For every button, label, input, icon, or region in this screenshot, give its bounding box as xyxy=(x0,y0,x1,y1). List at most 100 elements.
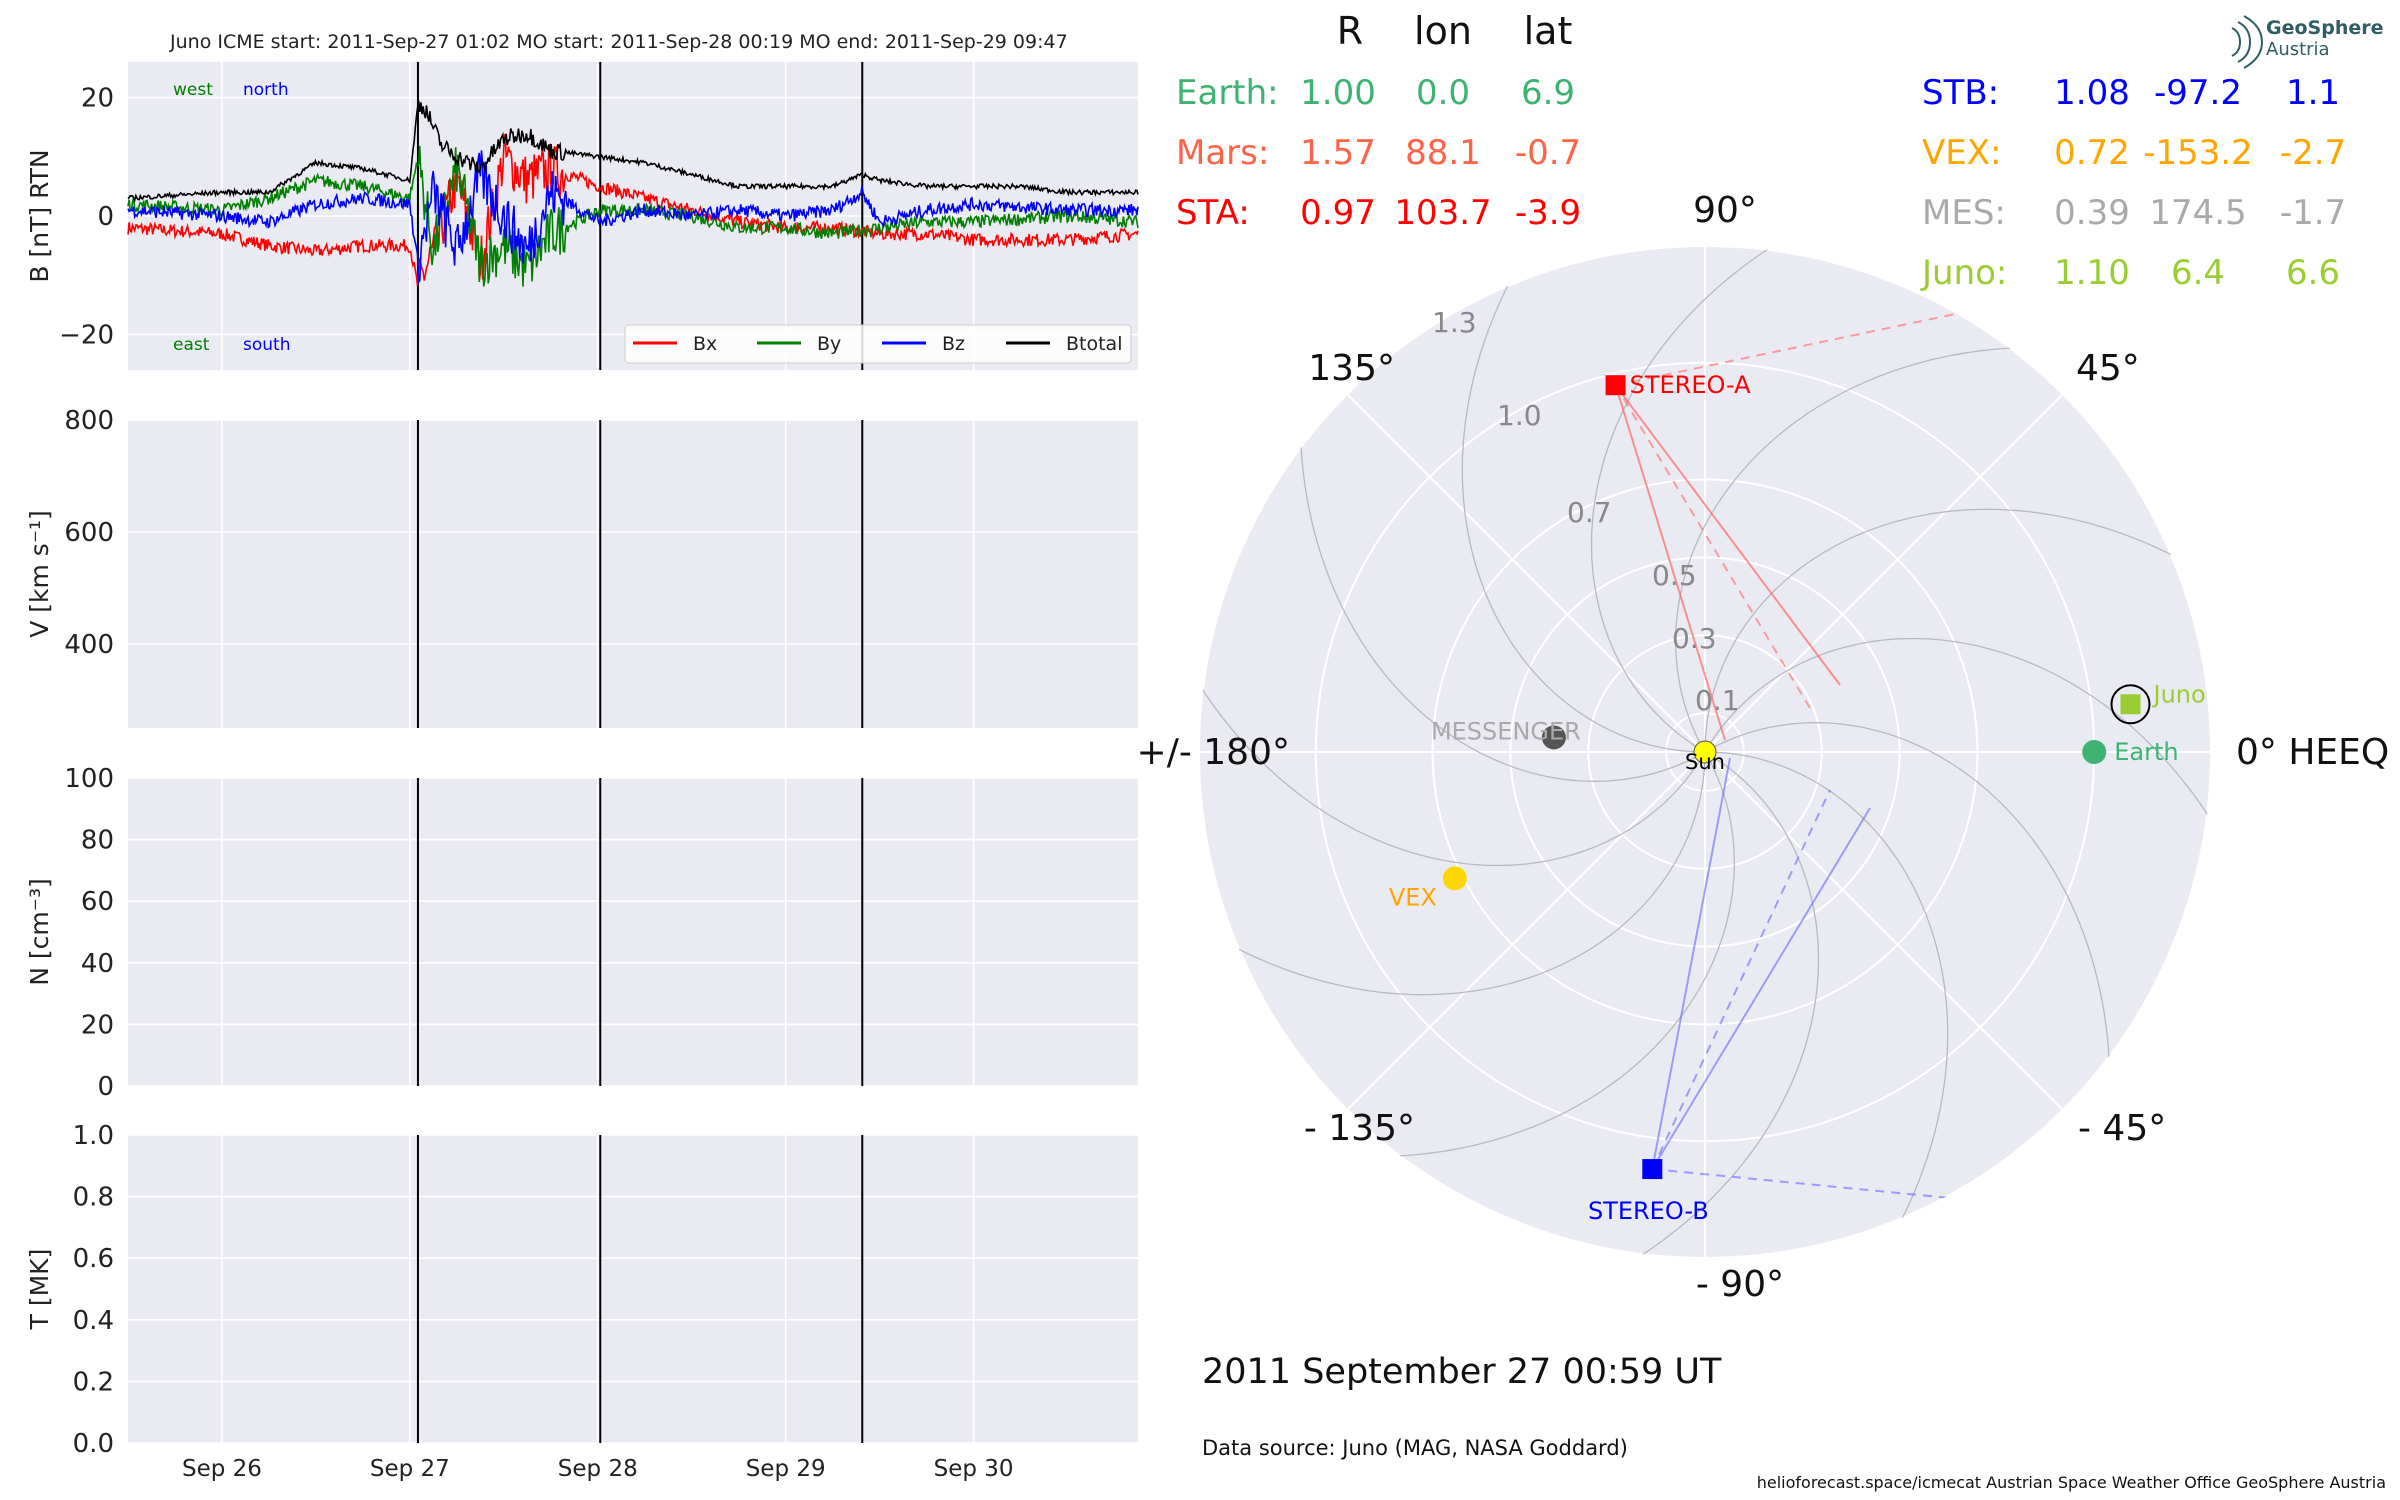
geosphere-logo: GeoSphere Austria xyxy=(2231,15,2384,69)
table-header-r: R xyxy=(1337,9,1363,53)
spiral-line xyxy=(1712,751,1949,1258)
angle-label: 135° xyxy=(1308,348,1395,389)
series-bz-line xyxy=(127,150,1139,285)
spiral-line xyxy=(1461,246,1698,753)
y-tick-label: 0.8 xyxy=(73,1183,114,1213)
label-stereo-b: STEREO-B xyxy=(1588,1197,1709,1225)
row-sta-r: 0.97 xyxy=(1300,193,1376,233)
radial-tick-label: 1.3 xyxy=(1432,306,1477,339)
angle-label: - 135° xyxy=(1304,1108,1415,1149)
row-earth-lon: 0.0 xyxy=(1416,73,1470,113)
label-vex: VEX xyxy=(1389,883,1437,911)
label-messenger: MESSENGER xyxy=(1431,717,1581,745)
x-tick-label: Sep 28 xyxy=(558,1456,638,1482)
legend-label-bx: Bx xyxy=(693,333,717,355)
row-mes-lat: -1.7 xyxy=(2280,193,2346,233)
angle-label: - 90° xyxy=(1696,1264,1784,1305)
row-vex-name: VEX: xyxy=(1922,133,2002,173)
logo-line2: Austria xyxy=(2266,39,2330,60)
x-tick-label: Sep 30 xyxy=(934,1456,1014,1482)
row-mars-r: 1.57 xyxy=(1300,133,1376,173)
label-sun: Sun xyxy=(1685,750,1725,774)
y-tick-label: 100 xyxy=(64,764,114,794)
y-tick-label: 60 xyxy=(81,887,114,917)
row-mars-lat: -0.7 xyxy=(1515,133,1581,173)
geosphere-logo-icon xyxy=(2231,15,2264,69)
annotation-south: south xyxy=(243,335,290,355)
y-tick-label: 0.4 xyxy=(73,1306,114,1336)
footer-credit: helioforecast.space/icmecat Austrian Spa… xyxy=(1757,1473,2386,1492)
spiral-line xyxy=(1299,360,1699,782)
row-vex-lon: -153.2 xyxy=(2143,133,2253,173)
y-tick-label: 0 xyxy=(97,1072,114,1102)
y-tick-label: −20 xyxy=(59,320,114,350)
angle-label: 45° xyxy=(2076,348,2140,389)
logo-line1: GeoSphere xyxy=(2266,17,2384,39)
marker-stereo-a xyxy=(1605,375,1626,396)
radial-tick-label: 0.1 xyxy=(1695,684,1740,717)
angle-label: 0° HEEQ xyxy=(2236,732,2389,773)
label-earth: Earth xyxy=(2114,738,2178,766)
y-tick-label: 20 xyxy=(81,84,114,114)
footer-date: 2011 September 27 00:59 UT xyxy=(1202,1352,1722,1392)
panel-background xyxy=(128,1135,1138,1443)
series-bx-line xyxy=(127,133,1139,286)
spiral-line xyxy=(1708,637,2211,891)
row-mars-name: Mars: xyxy=(1176,133,1269,173)
fov-lines xyxy=(1614,312,1961,1199)
y-tick-label: 0.2 xyxy=(73,1367,114,1397)
table-header-lat: lat xyxy=(1524,9,1573,53)
spiral-line xyxy=(1313,758,1735,1158)
radial-tick-label: 1.0 xyxy=(1497,399,1542,432)
row-earth-r: 1.00 xyxy=(1300,73,1376,113)
panel-density: 0 20 40 60 80 100 N [cm⁻³] xyxy=(25,764,1138,1102)
legend: Bx By Bz Btotal xyxy=(624,324,1132,364)
row-sta-name: STA: xyxy=(1176,193,1250,233)
angle-label: - 45° xyxy=(2078,1108,2166,1149)
row-earth-name: Earth: xyxy=(1176,73,1279,113)
polar-grid xyxy=(1198,245,2212,1259)
x-tick-label: Sep 26 xyxy=(182,1456,262,1482)
radial-tick-label: 0.7 xyxy=(1567,496,1612,529)
x-tick-label: Sep 29 xyxy=(746,1456,826,1482)
row-juno-lat: 6.6 xyxy=(2286,253,2340,293)
row-juno-name: Juno: xyxy=(1920,253,2007,293)
y-axis-label: B [nT] RTN xyxy=(25,149,54,282)
angle-label: 90° xyxy=(1693,190,1757,231)
y-tick-label: 40 xyxy=(81,949,114,979)
angular-gridline xyxy=(1346,751,1706,1111)
annotation-east: east xyxy=(173,335,210,355)
annotation-west: west xyxy=(173,80,213,100)
label-stereo-a: STEREO-A xyxy=(1630,371,1752,399)
marker-juno xyxy=(2120,694,2141,715)
legend-label-bz: Bz xyxy=(942,333,965,355)
row-stb-lon: -97.2 xyxy=(2154,73,2242,113)
panel-magnetic-field: −20 0 20 B [nT] RTN west north east south Bx By Bz… xyxy=(25,62,1139,370)
y-axis-label: V [km s⁻¹] xyxy=(25,510,54,638)
angular-gridline xyxy=(1346,393,1706,753)
y-tick-label: 0 xyxy=(97,202,114,232)
panel-title: Juno ICME start: 2011-Sep-27 01:02 MO st… xyxy=(169,31,1068,53)
spiral-line xyxy=(1704,508,2211,745)
y-tick-label: 1.0 xyxy=(73,1121,114,1151)
angular-gridline xyxy=(1704,393,2064,753)
row-sta-lat: -3.9 xyxy=(1515,193,1581,233)
y-tick-label: 400 xyxy=(64,630,114,660)
row-juno-r: 1.10 xyxy=(2054,253,2130,293)
legend-label-by: By xyxy=(817,333,841,355)
y-tick-label: 20 xyxy=(81,1010,114,1040)
panel-speed: 400 600 800 V [km s⁻¹] xyxy=(25,406,1138,728)
table-header-lon: lon xyxy=(1414,9,1472,53)
label-juno: Juno xyxy=(2151,680,2205,708)
row-sta-lon: 103.7 xyxy=(1394,193,1491,233)
row-mars-lon: 88.1 xyxy=(1405,133,1481,173)
spiral-line xyxy=(1199,759,1706,996)
panel-temperature: 0.0 0.2 0.4 0.6 0.8 1.0 Sep 26 Sep 27 Sep 28 Sep … xyxy=(25,1121,1138,1482)
spiral-line xyxy=(1675,346,2097,746)
marker-sun xyxy=(1693,740,1717,764)
spiral-line xyxy=(1590,246,1844,749)
row-stb-lat: 1.1 xyxy=(2286,73,2340,113)
annotation-north: north xyxy=(243,80,289,100)
